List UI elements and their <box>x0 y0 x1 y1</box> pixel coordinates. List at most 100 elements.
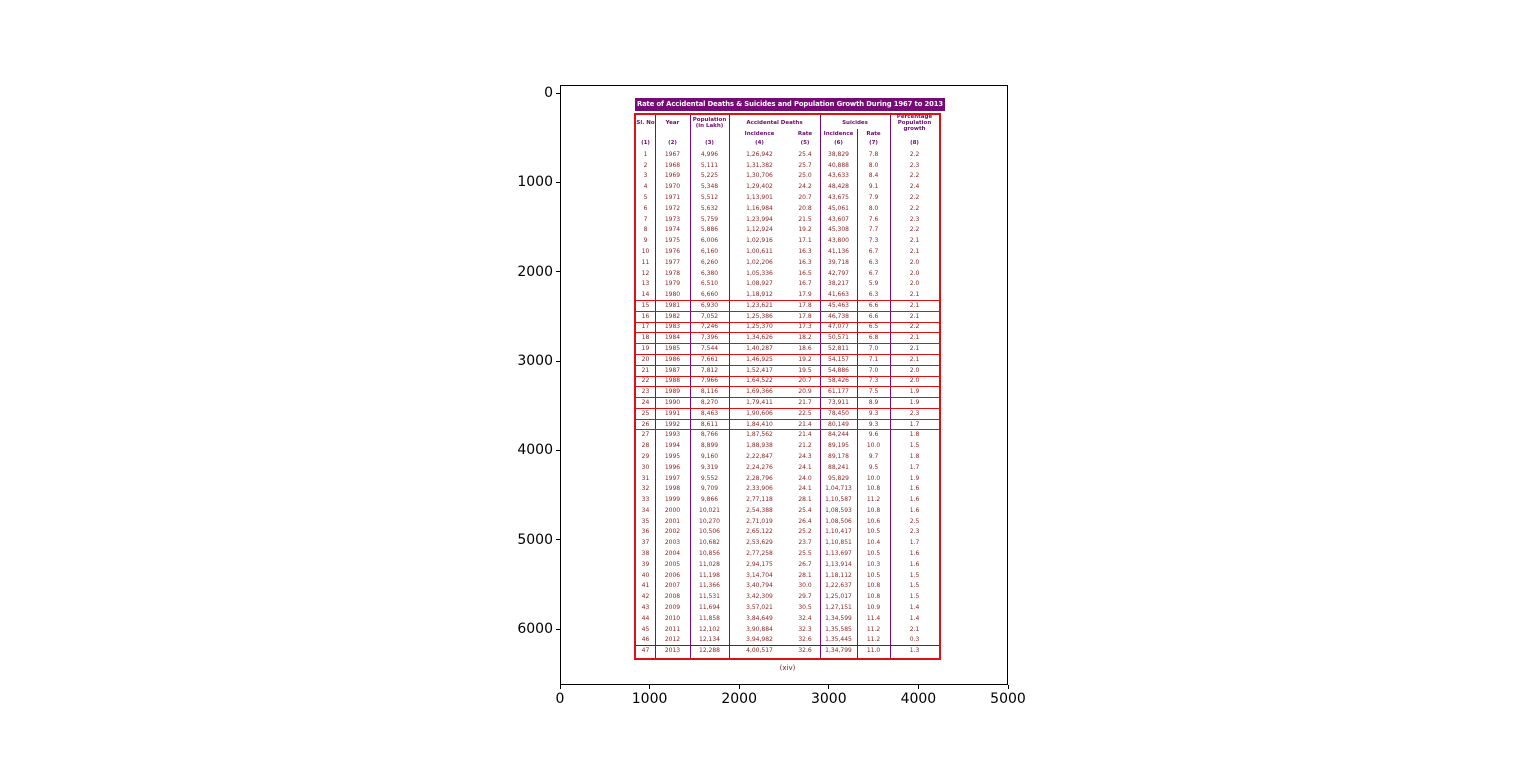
table-cell: 9.6 <box>868 431 879 439</box>
table-row: 20 1986 7,661 1,46,925 19.2 54,157 7.1 2.1 <box>636 354 939 365</box>
table-cell: 2000 <box>664 506 681 514</box>
table-cell: 1,18,912 <box>746 291 773 299</box>
y-tick-label: 6000 <box>517 621 553 637</box>
table-cell: 7.7 <box>868 226 879 234</box>
table-cell: 21.4 <box>798 431 812 439</box>
table-cell: 25.2 <box>798 528 812 536</box>
table-cell: 5,632 <box>700 204 719 212</box>
table-cell: 23 <box>641 388 650 396</box>
column-number-cell: (2) <box>668 140 677 146</box>
table-cell: 10.4 <box>866 539 881 547</box>
table-cell: 2,77,258 <box>746 550 773 558</box>
table-cell: 7,544 <box>700 345 719 353</box>
table-cell: 11.2 <box>866 625 881 633</box>
table-cell: 9.5 <box>868 463 879 471</box>
table-cell: 5 <box>643 194 648 202</box>
table-cell: 25 <box>641 409 650 417</box>
table-cell: 8,270 <box>700 398 719 406</box>
table-cell: 16 <box>641 312 650 320</box>
table-cell: 4,996 <box>700 150 719 158</box>
table-cell: 1,10,587 <box>825 496 852 504</box>
table-cell: 6.6 <box>868 312 879 320</box>
table-row: 9 1975 6,006 1,02,916 17.1 43,800 7.3 2.1 <box>636 235 939 246</box>
table-cell: 1985 <box>664 345 681 353</box>
table-cell: 1,23,621 <box>746 301 773 309</box>
table-cell: 1.7 <box>909 539 920 547</box>
column-number-cell: (4) <box>755 140 764 146</box>
table-cell: 7.8 <box>868 150 879 158</box>
table-row: 47 2013 12,288 4,00,517 32.6 1,34,799 11.0 1.3 <box>636 645 939 656</box>
x-tick-label: 0 <box>555 691 565 707</box>
table-cell: 1,08,927 <box>746 280 773 288</box>
table-cell: 1,16,984 <box>746 204 773 212</box>
table-cell: 11,198 <box>699 571 720 579</box>
table-cell: 9.7 <box>868 452 879 460</box>
table-cell: 2.5 <box>909 517 920 525</box>
table-cell: 18.2 <box>798 334 812 342</box>
sub-header-cell: Rate <box>797 130 813 137</box>
table-cell: 8,116 <box>700 388 719 396</box>
table-cell: 2005 <box>664 560 681 568</box>
table-cell: 2,71,019 <box>746 517 773 525</box>
header-cell: Accidental Deaths <box>746 119 803 126</box>
table-cell: 43,800 <box>828 237 849 245</box>
table-cell: 1,13,901 <box>746 194 773 202</box>
table-cell: 12 <box>641 269 650 277</box>
table-cell: 1,79,411 <box>746 398 773 406</box>
table-cell: 32.3 <box>798 625 812 633</box>
table-row: 34 2000 10,021 2,54,388 25.4 1,08,593 10.8 1.6 <box>636 505 939 516</box>
table-cell: 16.5 <box>798 269 812 277</box>
table-cell: 2.4 <box>909 183 920 191</box>
table-cell: 2.1 <box>909 237 920 245</box>
table-cell: 6.6 <box>868 301 879 309</box>
table-cell: 8.4 <box>868 172 879 180</box>
table-cell: 6.5 <box>868 323 879 331</box>
table-cell: 2003 <box>664 539 681 547</box>
table-cell: 1,52,417 <box>746 366 773 374</box>
table-cell: 7,052 <box>700 312 719 320</box>
table-cell: 10 <box>641 247 650 255</box>
table-cell: 45,308 <box>828 226 849 234</box>
table-cell: 28.1 <box>798 496 812 504</box>
table-cell: 2.0 <box>909 377 920 385</box>
table-cell: 24 <box>641 398 650 406</box>
sub-header-cell: Rate <box>866 130 881 137</box>
table-row: 43 2009 11,694 3,57,021 30.5 1,27,151 10.9 1.4 <box>636 602 939 613</box>
y-tick-label: 4000 <box>517 442 553 459</box>
table-cell: 25.4 <box>798 506 812 514</box>
table-cell: 5,512 <box>700 194 719 202</box>
table-cell: 1,08,506 <box>825 517 852 525</box>
table-row: 30 1996 9,319 2,24,276 24.1 88,241 9.5 1.7 <box>636 462 939 473</box>
table-cell: 24.2 <box>798 183 812 191</box>
table-cell: 2.3 <box>909 161 920 169</box>
table-cell: 1,69,366 <box>746 388 773 396</box>
red-row-divider <box>636 375 939 377</box>
table-cell: 2006 <box>664 571 681 579</box>
table-cell: 11.2 <box>866 496 881 504</box>
table-row: 36 2002 10,506 2,65,122 25.2 1,10,417 10.5 2.3 <box>636 527 939 538</box>
table-cell: 38,217 <box>828 280 849 288</box>
table-cell: 10,506 <box>699 528 720 536</box>
table-page-image: Rate of Accidental Deaths & Suicides and… <box>633 97 945 682</box>
table-row: 44 2010 11,858 3,84,649 32.4 1,34,599 11.4 1.4 <box>636 613 939 624</box>
header-cell: Year <box>665 119 680 126</box>
table-cell: 1.8 <box>909 452 920 460</box>
table-cell: 1997 <box>664 474 681 482</box>
table-cell: 6.8 <box>868 334 879 342</box>
table-cell: 46,738 <box>828 312 849 320</box>
table-cell: 2.3 <box>909 528 920 536</box>
table-cell: 1.7 <box>909 420 920 428</box>
table-cell: 30.0 <box>798 582 812 590</box>
table-cell: 1986 <box>664 355 681 363</box>
table-cell: 80,149 <box>828 420 849 428</box>
table-cell: 29.7 <box>798 593 812 601</box>
table-row: 5 1971 5,512 1,13,901 20.7 43,675 7.9 2.2 <box>636 192 939 203</box>
table-cell: 78,450 <box>828 409 849 417</box>
table-cell: 1969 <box>664 172 681 180</box>
table-cell: 1982 <box>664 312 681 320</box>
table-cell: 20.8 <box>798 204 812 212</box>
table-cell: 1979 <box>664 280 681 288</box>
table-cell: 2013 <box>664 647 681 655</box>
table-cell: 28.1 <box>798 571 812 579</box>
table-cell: 10.5 <box>866 550 881 558</box>
